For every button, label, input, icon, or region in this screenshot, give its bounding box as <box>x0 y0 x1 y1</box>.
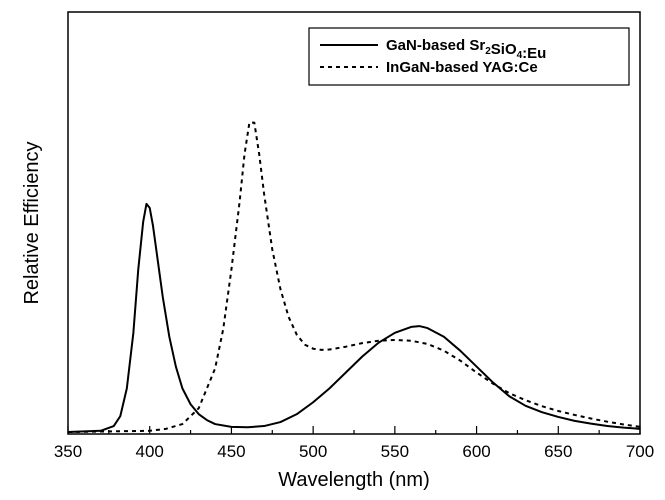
legend-subscript: 2 <box>485 46 491 57</box>
legend-box <box>308 27 630 86</box>
legend-label-1: GaN-based Sr2SiO4:Eu <box>386 37 546 62</box>
x-tick-label: 550 <box>381 442 409 461</box>
series-line-2 <box>67 121 641 433</box>
x-axis-ticks: 350 400 450 500 550 600 650 700 <box>54 426 654 461</box>
x-axis-label: Wavelength (nm) <box>278 469 430 491</box>
x-tick-label: 350 <box>54 442 82 461</box>
legend-text-part: SiO <box>491 41 517 58</box>
x-tick-label: 400 <box>136 442 164 461</box>
x-tick-label: 650 <box>544 442 572 461</box>
series-line-1 <box>67 202 641 433</box>
legend-text-part: :Eu <box>522 45 546 62</box>
legend-text-part: InGaN-based YAG:Ce <box>386 59 538 76</box>
legend-subscript: 4 <box>517 50 523 61</box>
x-tick-label: 450 <box>217 442 245 461</box>
series-lines <box>67 121 641 433</box>
legend-label-2: InGaN-based YAG:Ce <box>386 59 538 76</box>
x-tick-label: 600 <box>462 442 490 461</box>
y-axis-label: Relative Efficiency <box>21 141 43 304</box>
x-tick-label: 700 <box>626 442 654 461</box>
x-tick-label: 500 <box>299 442 327 461</box>
legend-text-part: GaN-based Sr <box>386 37 485 54</box>
